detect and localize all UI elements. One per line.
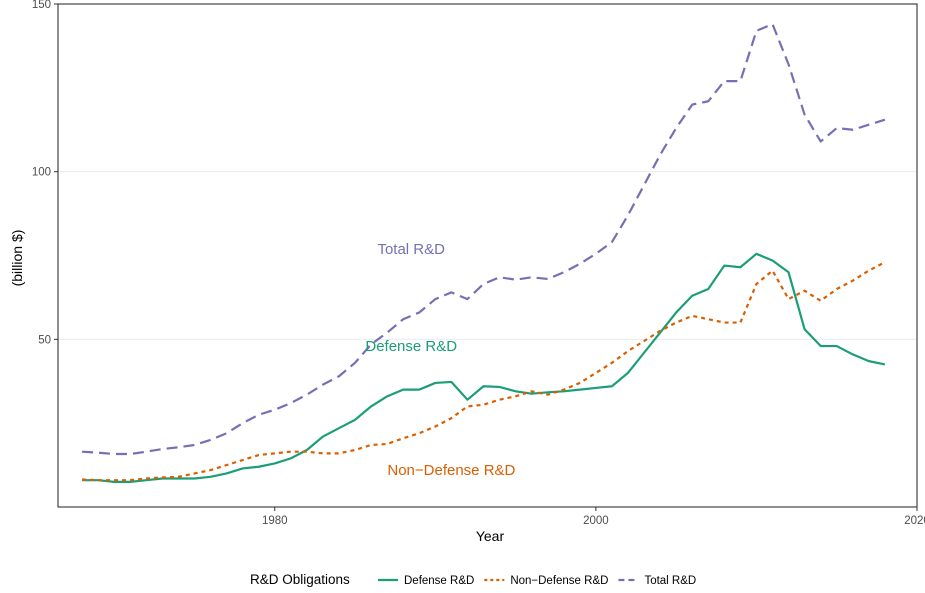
grid-lines — [58, 3, 917, 340]
y-tick-label: 100 — [32, 167, 51, 179]
axis-ticks: 50 100 150 1980 2000 2020 — [32, 0, 925, 527]
legend-label-nondefense: Non−Defense R&D — [510, 575, 608, 587]
annotation-total: Total R&D — [377, 241, 445, 258]
legend-title: R&D Obligations — [250, 572, 350, 587]
legend-label-defense: Defense R&D — [404, 575, 474, 587]
x-tick-label: 1980 — [262, 515, 288, 527]
legend-label-total: Total R&D — [644, 575, 696, 587]
series-line-nondefense — [82, 261, 886, 482]
series-annotations: Total R&D Defense R&D Non−Defense R&D — [365, 241, 515, 479]
series-line-defense — [82, 252, 886, 483]
y-tick-label: 50 — [38, 334, 51, 346]
x-tick-label: 2000 — [583, 515, 609, 527]
plot-panel-border — [57, 3, 918, 508]
annotation-nondefense: Non−Defense R&D — [387, 462, 515, 479]
annotation-defense: Defense R&D — [365, 338, 457, 355]
y-tick-label: 150 — [32, 0, 51, 11]
y-axis-title: (billion $) — [9, 230, 25, 287]
legend-items: Defense R&D Non−Defense R&D Total R&D — [378, 575, 696, 587]
series-line-total — [82, 23, 886, 456]
x-axis-title: Year — [476, 528, 505, 544]
legend: R&D Obligations Defense R&D Non−Defense R… — [250, 572, 696, 587]
series-lines — [82, 23, 886, 483]
x-tick-label: 2020 — [904, 515, 925, 527]
